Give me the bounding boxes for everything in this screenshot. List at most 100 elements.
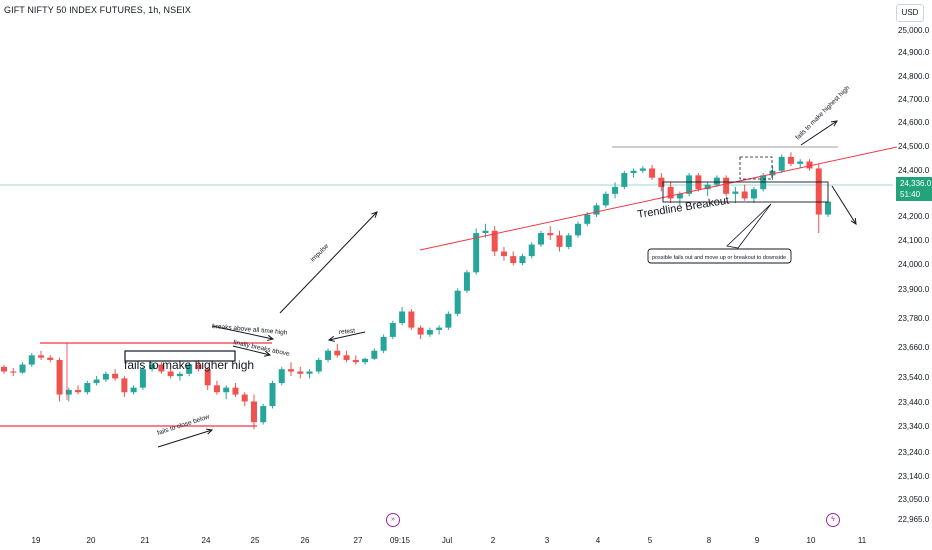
y-tick-label: 24,700.0 [898,95,930,104]
candle-body [288,369,295,372]
candle-body [176,373,183,377]
candle-body [28,355,35,365]
candle-body [454,290,461,314]
candle-body [491,230,498,252]
arrow-breaks-above [211,325,274,340]
candle-body [649,168,656,178]
annotation-impulse: impulse [309,242,330,263]
candle-body [223,387,230,393]
lightning-icon[interactable]: ϟ [826,513,840,527]
y-tick-label: 23,140.0 [898,472,930,481]
x-tick-label: 21 [141,536,150,545]
y-tick-label: 24,600.0 [898,118,930,127]
candle-body [658,177,665,187]
candle-body [56,359,63,395]
candle-body [621,173,628,187]
y-tick-label: 23,660.0 [898,343,930,352]
x-tick-label: 9 [755,536,760,545]
last-price-value: 24,336.0 [900,179,932,188]
currency-button[interactable]: USD [896,4,924,22]
trendline [419,146,898,251]
candle-body [593,205,600,215]
candle-body [519,256,526,264]
y-tick-label: 23,900.0 [898,285,930,294]
x-tick-label: 27 [354,536,363,545]
candle-body [380,336,387,351]
y-tick-label: 24,800.0 [898,72,930,81]
x-tick-label: 20 [87,536,96,545]
arrow-fails-close-head [205,428,214,435]
candle-body [213,385,220,393]
candle-body [426,329,433,335]
candle-body [630,170,637,174]
candle-body [241,394,248,402]
candle-body [445,313,452,328]
candle-body [149,364,156,370]
candle-body [250,401,257,423]
arrow-retest-head [327,335,335,342]
candle-body [167,371,174,377]
candle-body [10,371,17,373]
candle-body [584,214,591,224]
candle-body [158,364,165,372]
arrow-fails-close [157,429,213,448]
candle-body [47,357,54,360]
y-tick-label: 22,965.0 [898,515,930,524]
candle-body [787,156,794,164]
last-price-tag: 24,336.0 51:40 [896,177,932,201]
candle-body [575,223,582,236]
y-tick-label: 24,000.0 [898,260,930,269]
candle-body [500,251,507,257]
candle-body [297,371,304,374]
candle-body [825,201,831,215]
y-tick-label: 23,240.0 [898,448,930,457]
candle-body [612,186,619,194]
candle-body [19,364,26,373]
candle-body [732,191,739,194]
candle-body [93,379,100,384]
replay-icon[interactable]: » [386,513,400,527]
x-axis: 19 20 21 24 25 26 27 09:15 Jul 2 3 4 5 8 9 10 11 [32,536,867,545]
candle-body [389,323,396,337]
candle-body [186,364,193,374]
candle-body [815,168,822,215]
candle-body [565,235,572,247]
candle-body [362,358,369,363]
y-tick-label: 23,340.0 [898,422,930,431]
note-pointer [726,203,772,249]
y-tick-label: 25,000.0 [898,26,930,35]
candle-body [315,359,322,372]
candle-body [676,193,683,199]
candle-body [556,235,563,247]
y-tick-label: 24,400.0 [898,166,930,175]
y-axis: 25,000.0 24,900.0 24,800.0 24,700.0 24,600.0… [898,26,930,524]
candle-body [639,168,646,171]
candle-countdown: 51:40 [900,190,921,199]
y-tick-label: 24,200.0 [898,212,930,221]
candle-body [417,327,424,335]
x-tick-label: 5 [648,536,653,545]
candle-body [750,189,757,199]
candle-body [741,191,748,199]
x-tick-label: 2 [491,536,496,545]
candle-body [537,233,544,245]
candle-body [408,311,415,328]
candle-body [602,193,609,206]
candle-body [723,177,730,194]
annotation-possible-note: possible fails out and move up or breako… [652,255,786,261]
annotation-fails-highest-high: fails to make highest high [794,84,851,141]
candle-body [269,383,276,407]
candle-body [38,355,45,358]
candle-body [278,369,285,384]
candle-body [306,371,313,374]
candle-body [334,350,341,356]
candle-body [806,161,813,169]
arrow-breaks-above-head [267,334,275,341]
dashed-range-box [739,156,773,180]
annotation-fails-higher-high: fails to make higher high [124,358,254,372]
candle-body [713,177,720,185]
candle-body [797,161,804,164]
